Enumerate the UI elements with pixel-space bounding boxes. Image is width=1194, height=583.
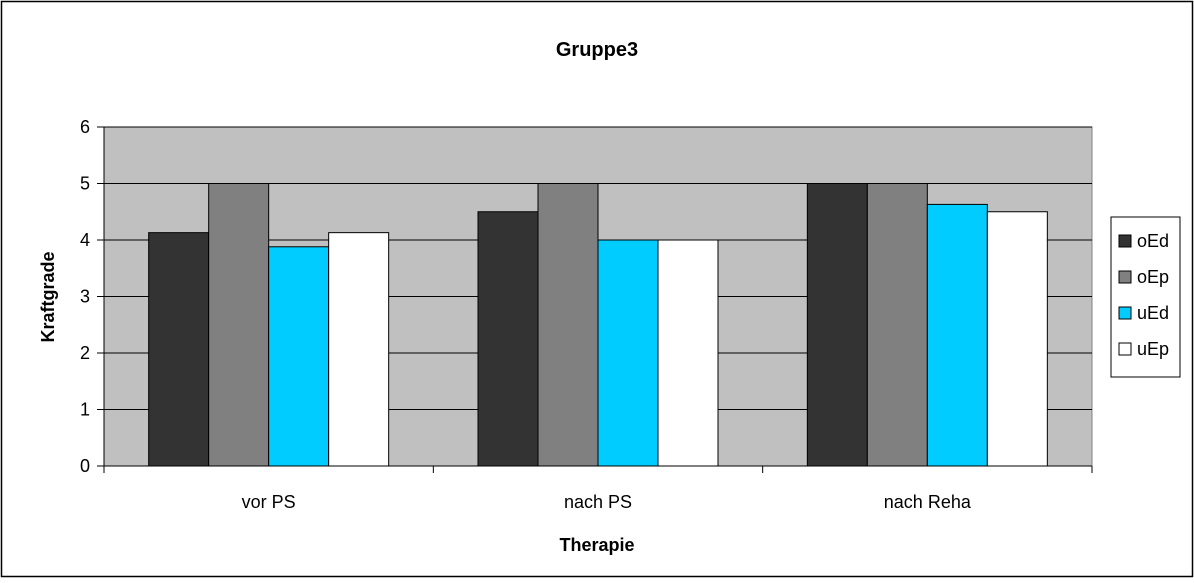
legend-swatch-uEp xyxy=(1118,342,1132,356)
y-tick-label: 2 xyxy=(80,343,90,363)
x-axis-title: Therapie xyxy=(559,535,634,555)
legend-label-uEp: uEp xyxy=(1137,339,1169,359)
bar-uEp-0 xyxy=(328,232,390,467)
bar-uEd-1 xyxy=(597,239,659,467)
y-ticks: 0 1 2 3 4 5 6 xyxy=(80,117,104,476)
x-ticks: vor PS nach PS nach Reha xyxy=(103,466,1093,512)
y-tick-label: 3 xyxy=(80,287,90,307)
x-tick-label: nach Reha xyxy=(884,492,972,512)
y-axis-title: Kraftgrade xyxy=(38,251,58,342)
y-tick-label: 5 xyxy=(80,174,90,194)
legend-swatch-uEd xyxy=(1118,306,1132,320)
y-tick-label: 4 xyxy=(80,230,90,250)
y-tick-label: 6 xyxy=(80,117,90,137)
legend-swatch-oEd xyxy=(1118,234,1132,248)
bar-oEd-0 xyxy=(148,232,210,467)
x-tick-label: vor PS xyxy=(242,492,296,512)
bar-oEd-2 xyxy=(806,183,868,467)
x-tick-label: nach PS xyxy=(564,492,632,512)
legend-label-oEd: oEd xyxy=(1137,231,1169,251)
bar-uEp-2 xyxy=(986,211,1048,467)
bar-oEp-2 xyxy=(866,183,928,467)
chart-title: Gruppe3 xyxy=(556,39,638,61)
bar-uEp-1 xyxy=(657,239,719,467)
bar-oEp-0 xyxy=(208,183,270,467)
bar-oEd-1 xyxy=(477,211,539,467)
bar-uEd-0 xyxy=(268,246,330,467)
bars xyxy=(148,183,1048,467)
bar-oEp-1 xyxy=(537,183,599,467)
legend-swatch-oEp xyxy=(1118,270,1132,284)
legend-label-oEp: oEp xyxy=(1137,267,1169,287)
legend: oEd oEp uEd uEp xyxy=(1110,216,1181,378)
bar-uEd-2 xyxy=(926,203,988,467)
legend-label-uEd: uEd xyxy=(1137,303,1169,323)
y-tick-label: 1 xyxy=(80,400,90,420)
y-tick-label: 0 xyxy=(80,456,90,476)
